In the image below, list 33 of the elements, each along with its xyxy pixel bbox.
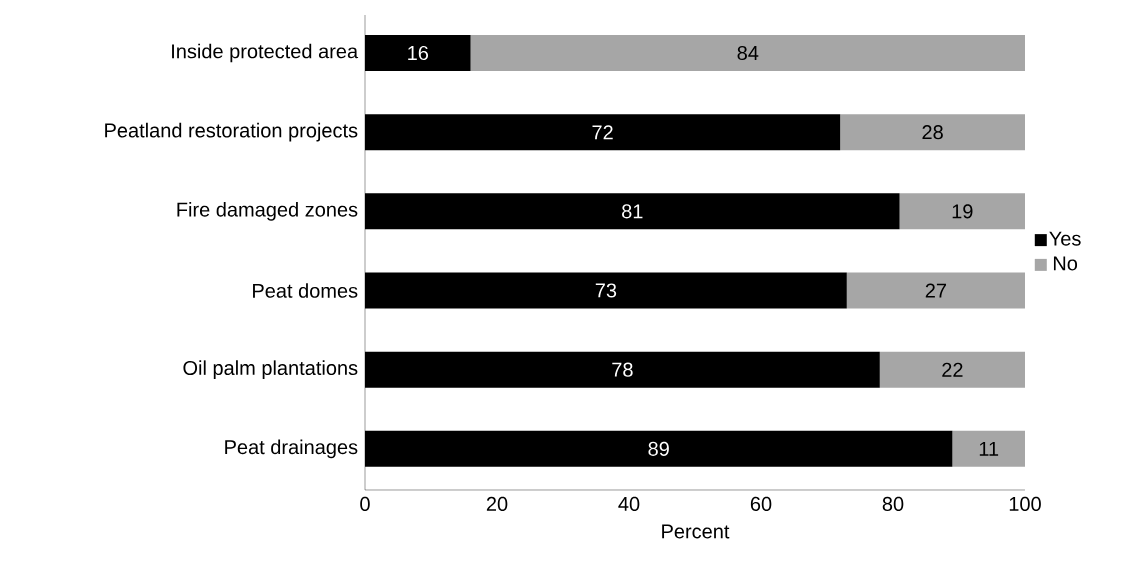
y-tick-label: Oil palm plantations [183, 360, 358, 379]
x-tick-label: 40 [618, 496, 640, 512]
x-tick-label: 60 [750, 496, 772, 512]
data-label: 89 [648, 441, 669, 456]
y-tick-label: Inside protected area [172, 43, 359, 63]
legend-label: No [1053, 256, 1078, 271]
bar [952, 430, 1025, 467]
data-label: 84 [737, 45, 759, 61]
data-label: 28 [922, 125, 943, 140]
bar [879, 351, 1025, 388]
data-label: 22 [942, 362, 963, 377]
y-tick-label: Peat drainages [225, 439, 358, 459]
x-axis-title: Percent [662, 524, 730, 539]
data-label: 19 [952, 204, 973, 219]
x-tick-label: 0 [360, 496, 370, 512]
data-label: 16 [408, 45, 429, 61]
data-label: 72 [592, 125, 613, 140]
x-tick-label: 20 [486, 496, 508, 512]
x-tick-label: 80 [882, 496, 904, 512]
y-tick-label: Peat domes [253, 283, 358, 298]
data-label: 11 [979, 441, 999, 456]
y-tick-label: Fire damaged zones [177, 202, 358, 221]
bar [846, 272, 1025, 309]
x-tick-label: 100 [1009, 496, 1041, 512]
data-label: 73 [595, 283, 617, 298]
data-label: 81 [622, 204, 643, 219]
bar [840, 114, 1025, 151]
y-tick-label: Peatland restoration projects [105, 122, 358, 142]
bar [899, 193, 1025, 230]
data-label: 78 [612, 362, 633, 377]
bar [470, 35, 1025, 71]
legend-label: Yes [1049, 231, 1081, 246]
data-label: 27 [925, 283, 947, 298]
